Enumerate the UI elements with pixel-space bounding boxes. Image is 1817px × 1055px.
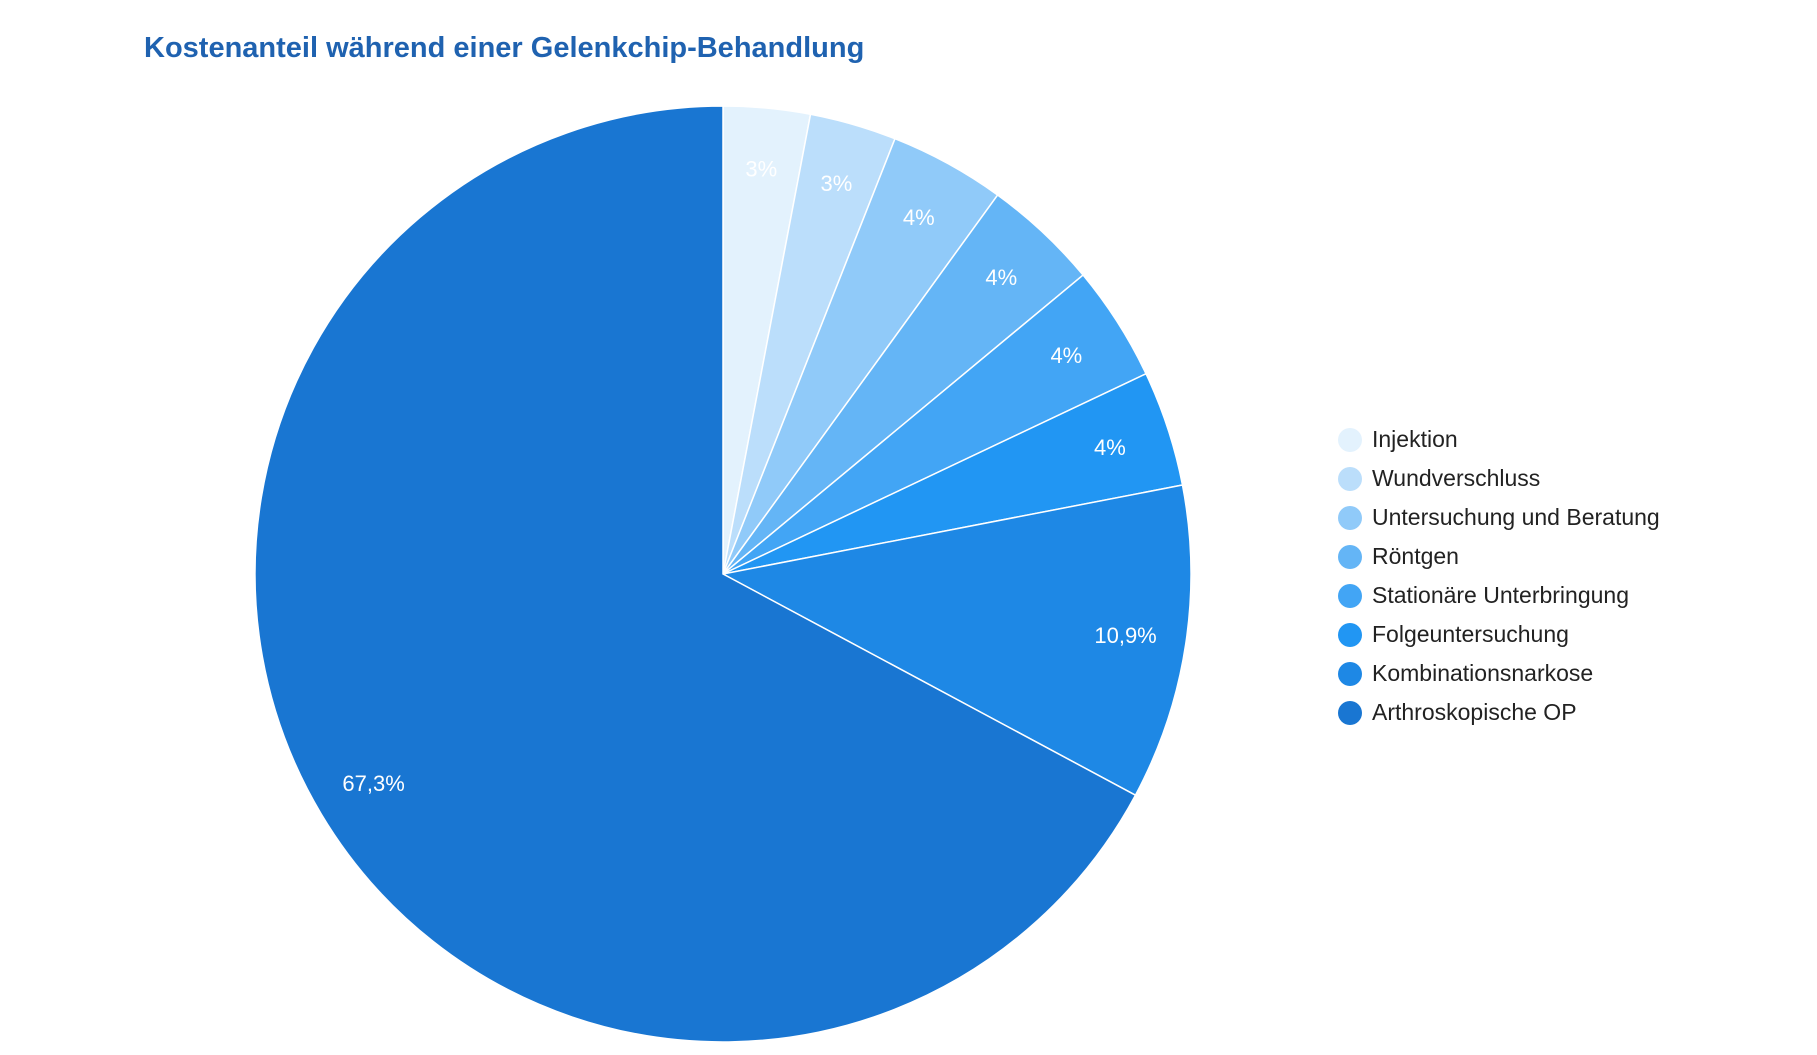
legend-item[interactable]: Stationäre Unterbringung [1338,576,1660,615]
legend-label: Injektion [1372,426,1458,452]
legend-swatch [1338,466,1362,491]
legend-label: Stationäre Unterbringung [1372,582,1629,608]
legend-item[interactable]: Arthroskopische OP [1338,693,1660,732]
legend-label: Folgeuntersuchung [1372,621,1569,647]
data-label: 4% [1050,343,1082,368]
data-label: 10,9% [1094,623,1156,648]
data-label: 67,3% [342,771,404,796]
data-label: 4% [985,265,1017,290]
data-label: 3% [745,157,777,182]
pie-slice-8[interactable] [254,105,1137,1043]
chart-title: Kostenanteil während einer Gelenkchip-Be… [144,32,865,64]
pie-slice-7[interactable] [720,484,1192,797]
legend-swatch [1338,505,1362,530]
legend-label: Untersuchung und Beratung [1372,504,1660,530]
legend-label: Röntgen [1372,543,1459,569]
legend-swatch [1338,700,1362,725]
legend-item[interactable]: Röntgen [1338,537,1660,576]
legend-label: Wundverschluss [1372,465,1541,491]
legend-label: Kombinationsnarkose [1372,660,1594,686]
data-label: 4% [903,205,935,230]
legend-item[interactable]: Wundverschluss [1338,459,1660,498]
legend-label: Arthroskopische OP [1372,699,1577,725]
legend-item[interactable]: Folgeuntersuchung [1338,615,1660,654]
data-label: 4% [1094,435,1126,460]
legend-item[interactable]: Kombinationsnarkose [1338,654,1660,693]
legend-swatch [1338,427,1362,452]
legend-swatch [1338,661,1362,686]
data-label: 3% [820,171,852,196]
legend-swatch [1338,583,1362,608]
legend-item[interactable]: Untersuchung und Beratung [1338,498,1660,537]
legend-swatch [1338,622,1362,647]
legend: Injektion Wundverschluss Untersuchung und … [1338,420,1660,732]
legend-swatch [1338,544,1362,569]
legend-item[interactable]: Injektion [1338,420,1660,459]
